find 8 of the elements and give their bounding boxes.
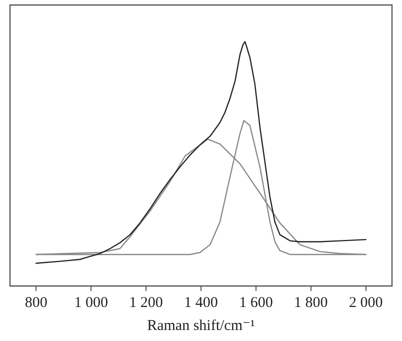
x-tick-label: 2 000 <box>349 294 383 311</box>
x-tick-label: 1 000 <box>74 294 108 311</box>
x-tick-label: 1 400 <box>184 294 218 311</box>
x-tick-label: 1 800 <box>294 294 328 311</box>
x-tick-label: 800 <box>24 294 48 311</box>
x-tick-label: 1 200 <box>129 294 163 311</box>
x-axis-title: Raman shift/cm⁻¹ <box>147 318 255 334</box>
x-tick-label: 1 600 <box>239 294 273 311</box>
